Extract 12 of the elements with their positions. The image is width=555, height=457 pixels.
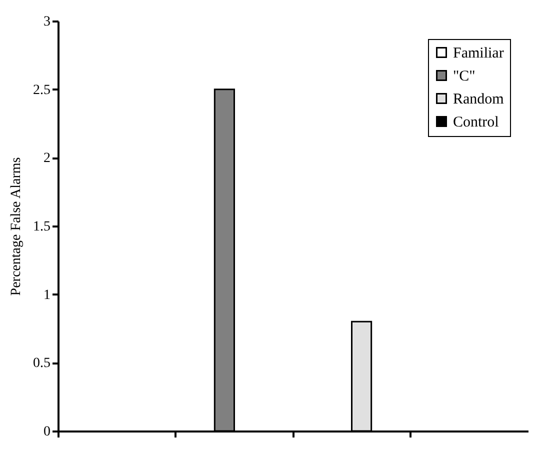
y-tick-label: 3 [44,14,50,30]
legend-label: Familiar [453,46,504,62]
y-tick-label: 2.5 [33,82,50,98]
y-tick-label: 1 [44,288,50,303]
y-axis-title: Percentage False Alarms [9,157,24,296]
y-tick-label: 0.5 [33,356,50,372]
y-tick-label: 0 [44,424,50,440]
y-tick-label: 2 [44,151,50,166]
legend-label: "C" [453,68,476,84]
legend-label: Random [453,92,504,108]
y-tick-label: 1.5 [33,220,50,234]
legend-label: Control [453,114,499,130]
